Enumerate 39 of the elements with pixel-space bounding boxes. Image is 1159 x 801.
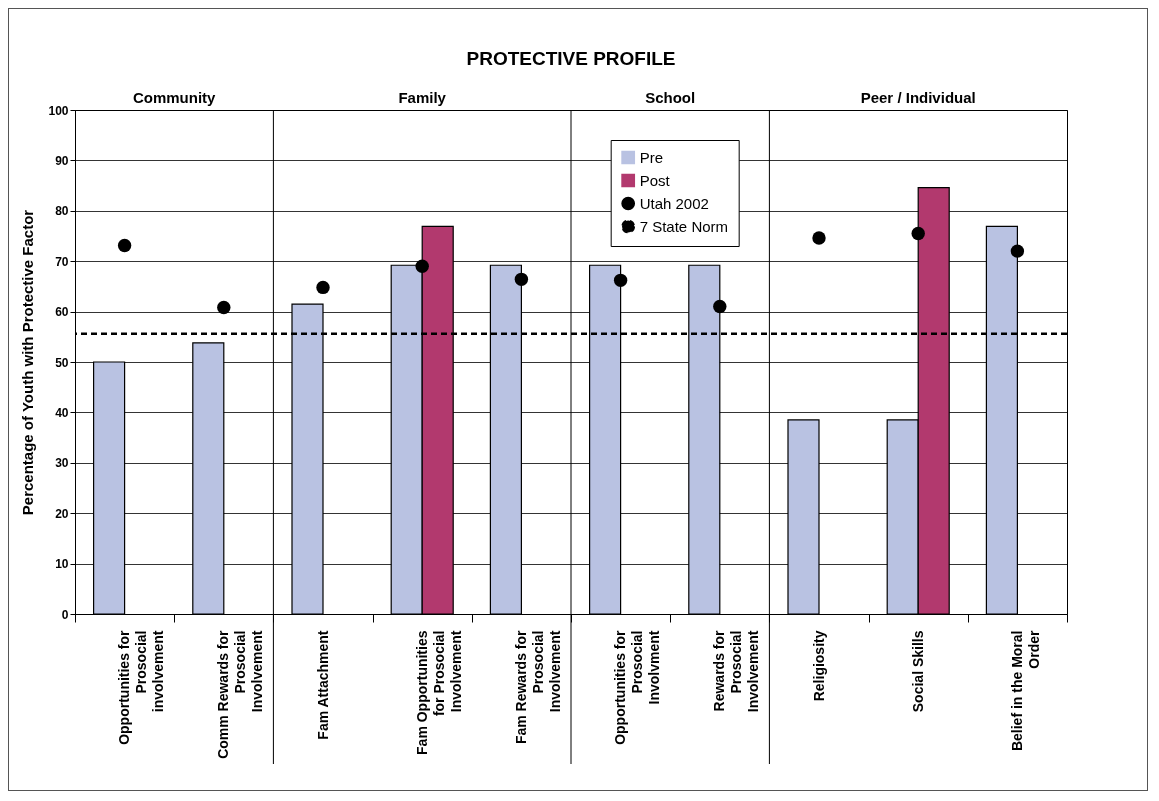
legend-label: Utah 2002 <box>639 194 709 212</box>
x-tick-label: Rewards for Prosocial Involvement <box>711 629 762 713</box>
legend-label: Pre <box>639 148 664 166</box>
point <box>514 272 529 287</box>
point <box>117 238 132 253</box>
y-tick-label: 10 <box>55 557 69 572</box>
y-tick-label: 60 <box>55 305 69 320</box>
point <box>613 273 628 288</box>
text: School <box>645 89 696 106</box>
point <box>1010 244 1025 258</box>
y-tick-label: 30 <box>55 456 69 471</box>
x-tick-label: Belief in the Moral Order <box>1008 629 1042 752</box>
y-tick-label: 100 <box>48 103 69 118</box>
y-tick-label: 50 <box>55 355 69 370</box>
y-tick-label: 70 <box>55 254 69 269</box>
y-tick-label: 20 <box>55 506 69 521</box>
y-tick-label: 40 <box>55 405 69 420</box>
point <box>217 300 231 315</box>
legend-label: Post <box>639 171 671 189</box>
y-axis-title: Percentage of Youth with Protective Factor <box>19 209 37 516</box>
text: Community <box>132 89 217 106</box>
x-tick-label: Religiosity <box>810 630 827 702</box>
point <box>713 299 727 314</box>
x-tick-label: Fam Attachment <box>314 630 331 740</box>
y-tick-label: 0 <box>61 607 69 622</box>
x-tick-label: Opportunities for Prosocial involvement <box>116 629 167 745</box>
text: Peer / Individual <box>860 89 976 106</box>
legend-label: 7 State Norm <box>639 217 729 235</box>
y-tick-label: 90 <box>55 153 69 168</box>
point <box>415 259 429 273</box>
chart-title: PROTECTIVE PROFILE <box>466 48 676 69</box>
point <box>812 231 826 245</box>
x-tick-label: Fam Opportunities for Prosocial Involvement <box>413 630 464 755</box>
point <box>316 280 330 295</box>
x-tick-label: Opportunities for Prosocial Involvment <box>612 629 663 745</box>
y-tick-label: 80 <box>55 204 69 219</box>
x-tick-label: Social Skills <box>909 630 926 713</box>
point <box>911 226 925 241</box>
text: Family <box>398 89 447 106</box>
